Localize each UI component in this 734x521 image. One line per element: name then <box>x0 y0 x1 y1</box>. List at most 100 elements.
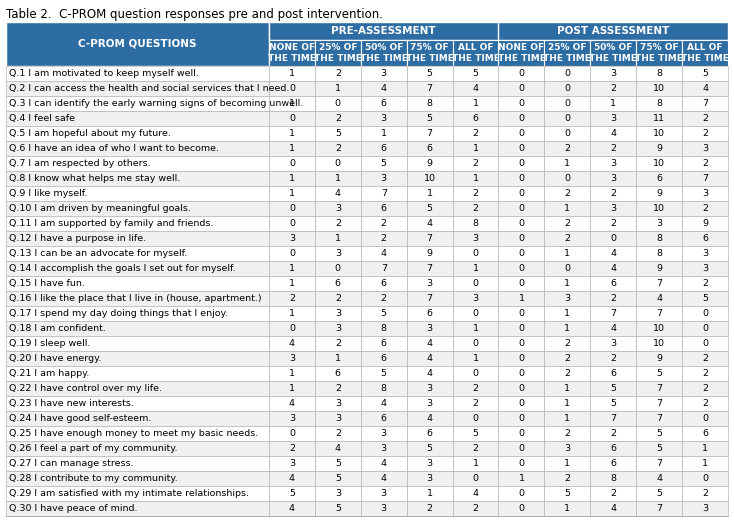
Text: 2: 2 <box>335 294 341 303</box>
Bar <box>407 396 453 411</box>
Text: 2: 2 <box>702 489 708 498</box>
Bar <box>269 22 498 40</box>
Bar <box>453 351 498 366</box>
Text: 5: 5 <box>381 309 387 318</box>
Text: NONE OF
THE TIME: NONE OF THE TIME <box>498 43 545 63</box>
Text: 7: 7 <box>656 459 662 468</box>
Bar <box>361 411 407 426</box>
Bar <box>269 486 315 501</box>
Bar <box>269 396 315 411</box>
Text: 7: 7 <box>656 414 662 423</box>
Text: 9: 9 <box>656 144 662 153</box>
Bar <box>590 126 636 141</box>
Text: Q.23 I have new interests.: Q.23 I have new interests. <box>9 399 134 408</box>
Text: 0: 0 <box>518 159 525 168</box>
Text: 2: 2 <box>610 354 617 363</box>
Text: 3: 3 <box>289 354 295 363</box>
Bar <box>6 441 269 456</box>
Text: 0: 0 <box>518 339 525 348</box>
Bar <box>269 471 315 486</box>
Bar <box>590 321 636 336</box>
Bar <box>636 336 682 351</box>
Bar <box>498 156 545 171</box>
Bar <box>453 426 498 441</box>
Text: 6: 6 <box>610 459 617 468</box>
Text: 3: 3 <box>381 69 387 78</box>
Text: 3: 3 <box>335 309 341 318</box>
Bar <box>682 201 728 216</box>
Bar <box>361 381 407 396</box>
Text: 7: 7 <box>610 414 617 423</box>
Bar <box>636 366 682 381</box>
Text: 2: 2 <box>564 474 570 483</box>
Text: 0: 0 <box>702 414 708 423</box>
Text: 0: 0 <box>702 309 708 318</box>
Text: 3: 3 <box>610 174 617 183</box>
Bar <box>498 66 545 81</box>
Bar <box>545 111 590 126</box>
Text: ALL OF
THE TIME: ALL OF THE TIME <box>681 43 729 63</box>
Bar <box>498 291 545 306</box>
Text: 0: 0 <box>473 369 479 378</box>
Bar <box>269 40 315 66</box>
Text: 50% OF
THE TIME: 50% OF THE TIME <box>589 43 637 63</box>
Text: 7: 7 <box>702 174 708 183</box>
Text: Q.9 I like myself.: Q.9 I like myself. <box>9 189 87 198</box>
Text: 0: 0 <box>564 264 570 273</box>
Bar <box>361 471 407 486</box>
Bar <box>453 381 498 396</box>
Text: 1: 1 <box>702 459 708 468</box>
Text: 2: 2 <box>473 384 479 393</box>
Text: 2: 2 <box>473 129 479 138</box>
Text: 2: 2 <box>289 294 295 303</box>
Text: 2: 2 <box>702 399 708 408</box>
Bar <box>636 396 682 411</box>
Bar <box>315 66 361 81</box>
Bar <box>498 396 545 411</box>
Bar <box>682 351 728 366</box>
Text: 2: 2 <box>610 294 617 303</box>
Bar <box>545 411 590 426</box>
Bar <box>269 261 315 276</box>
Text: 1: 1 <box>564 159 570 168</box>
Text: 3: 3 <box>289 459 295 468</box>
Text: 75% OF
THE TIME: 75% OF THE TIME <box>635 43 683 63</box>
Text: 5: 5 <box>473 429 479 438</box>
Bar <box>590 456 636 471</box>
Text: 4: 4 <box>610 324 617 333</box>
Bar <box>682 306 728 321</box>
Text: Q.19 I sleep well.: Q.19 I sleep well. <box>9 339 90 348</box>
Text: 6: 6 <box>702 234 708 243</box>
Bar <box>269 306 315 321</box>
Bar <box>682 66 728 81</box>
Bar <box>590 231 636 246</box>
Text: 4: 4 <box>610 249 617 258</box>
Text: 10: 10 <box>653 339 665 348</box>
Text: 5: 5 <box>473 69 479 78</box>
Text: 3: 3 <box>335 414 341 423</box>
Text: 1: 1 <box>289 174 295 183</box>
Bar <box>361 171 407 186</box>
Text: 4: 4 <box>381 459 387 468</box>
Text: 0: 0 <box>564 174 570 183</box>
Text: Q.17 I spend my day doing things that I enjoy.: Q.17 I spend my day doing things that I … <box>9 309 228 318</box>
Text: 1: 1 <box>426 489 432 498</box>
Bar <box>269 96 315 111</box>
Bar <box>545 246 590 261</box>
Bar <box>498 216 545 231</box>
Bar <box>453 231 498 246</box>
Bar <box>453 486 498 501</box>
Text: 1: 1 <box>473 144 479 153</box>
Text: 3: 3 <box>335 489 341 498</box>
Text: 0: 0 <box>289 249 295 258</box>
Text: 5: 5 <box>426 114 432 123</box>
Bar <box>269 441 315 456</box>
Text: 0: 0 <box>518 219 525 228</box>
Bar <box>361 321 407 336</box>
Bar <box>682 321 728 336</box>
Text: 3: 3 <box>426 399 433 408</box>
Text: Q.13 I can be an advocate for myself.: Q.13 I can be an advocate for myself. <box>9 249 187 258</box>
Text: 1: 1 <box>564 309 570 318</box>
Text: 2: 2 <box>335 384 341 393</box>
Text: 5: 5 <box>702 294 708 303</box>
